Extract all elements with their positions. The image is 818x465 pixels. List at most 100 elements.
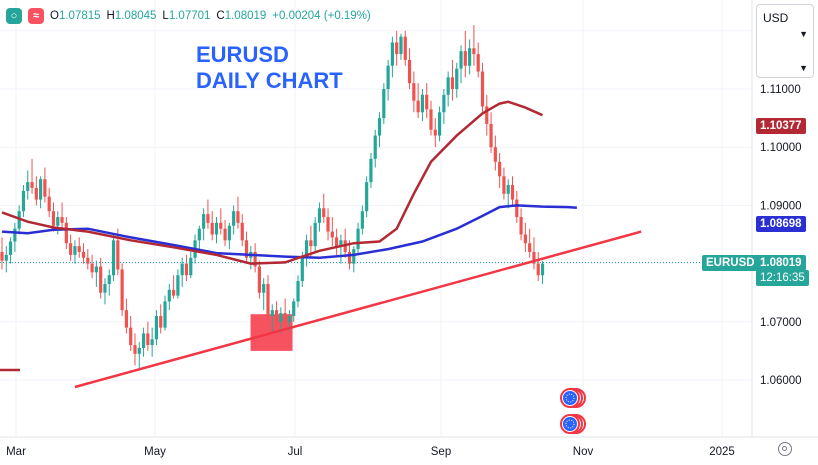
candle-body [13,228,17,242]
candle-body [425,94,429,110]
candle-body [137,347,141,354]
sma-long-line [1,100,544,265]
candle-body [433,129,437,136]
candle-body [21,190,26,212]
candle-body [4,254,8,261]
candle-body [459,51,463,69]
candle-body [43,179,47,197]
candle-body [120,269,124,311]
chart-title-line1: EURUSD [196,42,289,67]
x-tick-label: 2025 [709,446,735,458]
candle-body [103,283,107,293]
candle-body [90,263,94,273]
candle-body [373,135,377,159]
candle-body [99,266,103,293]
candle-body [506,185,510,194]
economic-events-layer [560,388,586,434]
chevron-down-icon: ▼ [799,29,808,39]
candle-body [81,251,86,258]
candle-body [463,51,467,66]
event-flag-icon [565,393,575,403]
candle-body [356,228,360,250]
candle-body [163,301,167,328]
candle-body [317,208,322,223]
candle-body [257,266,261,293]
candle-body [412,83,416,101]
candle-body [39,179,43,200]
candle-body [167,289,171,302]
axes-layer: 1.11000 1.10000 1.09000 1.07000 1.06000 Mar Ma… [6,84,801,458]
candle-body [227,225,231,241]
y-tick-label: 1.10000 [760,142,802,154]
candle-body [407,59,412,84]
x-tick-label: May [144,446,166,458]
y-tick-label: 1.09000 [760,200,802,212]
candle-body [480,71,485,107]
last-price-tag: 1.08019 [756,255,806,271]
candle-body [146,333,150,346]
y-tick-label: 1.11000 [760,84,801,96]
candle-body [476,54,480,72]
candle-body [150,339,154,346]
ohlc-close: C1.08019 [216,10,267,22]
trendline-layer [74,230,642,389]
candle-body [489,123,493,148]
candle-body [274,310,279,322]
candle-body [437,112,442,136]
settings-gear-icon[interactable] [778,442,792,456]
candle-body [73,246,77,255]
candle-body [532,251,536,264]
candle-body [339,240,343,247]
ohlc-legend: ○ ≈ O1.07815 H1.08045 L1.07701 C1.08019 … [6,6,371,26]
candle-body [309,240,313,247]
candle-body [202,214,206,229]
chart-title: EURUSD DAILY CHART [196,42,343,94]
candlestick-series [0,24,752,369]
candle-body [69,243,73,255]
candle-body [540,263,545,276]
candle-body [244,240,249,258]
candle-body [360,211,364,229]
candle-body [60,217,64,223]
candle-body [446,77,450,95]
candle-body [172,289,176,296]
chevron-down-icon: ▼ [799,63,808,73]
ohlc-change: +0.00204 (+0.19%) [272,10,371,22]
event-flag-icon [563,391,577,405]
candle-body [386,65,390,89]
candle-body [159,315,163,328]
candle-body [111,240,116,276]
candle-body [455,68,459,89]
symbol-tag: EURUSD [702,255,759,271]
ohlc-low: L1.07701 [162,10,211,22]
ohlc-open: O1.07815 [50,10,101,22]
candle-body [262,283,266,293]
candle-body [292,301,296,316]
candle-body [493,147,497,162]
candle-body [266,283,270,316]
sma-long-price-tag: 1.10377 [756,118,806,134]
candle-body [519,217,523,235]
candle-body [189,257,193,276]
candle-body [210,222,214,235]
candle-body [485,106,489,124]
candle-body [26,182,30,191]
candle-body [154,315,159,340]
currency-label: USD [763,11,789,25]
candle-body [472,48,476,55]
candle-body [107,275,111,284]
x-tick-label: Sep [431,446,451,458]
candle-body [468,48,472,66]
candle-body [77,246,81,252]
candle-body [377,118,382,136]
candle-body [141,333,146,348]
candle-body [129,327,133,346]
candle-body [180,263,184,276]
ohlc-high: H1.08045 [106,10,157,22]
candle-body [270,310,274,316]
compare-wave-icon[interactable]: ≈ [28,8,44,24]
currency-dropdown[interactable]: USD ▼ ▼ [756,4,814,78]
candle-body [403,36,407,60]
candle-body [51,211,56,226]
